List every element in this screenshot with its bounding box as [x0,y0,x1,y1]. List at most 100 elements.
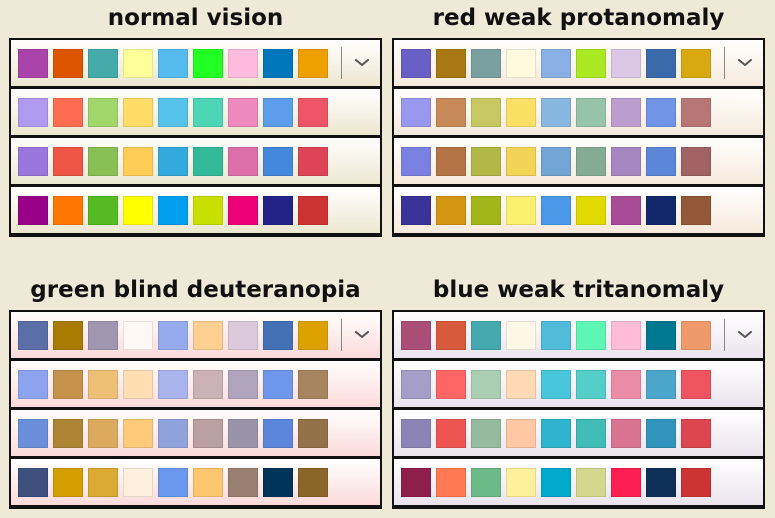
color-swatch[interactable] [681,98,711,127]
color-swatch[interactable] [158,147,188,176]
color-swatch[interactable] [123,49,153,78]
color-swatch[interactable] [18,370,48,399]
color-swatch[interactable] [436,196,466,225]
color-swatch[interactable] [576,196,606,225]
color-swatch[interactable] [53,468,83,497]
color-swatch[interactable] [646,49,676,78]
color-swatch[interactable] [158,419,188,448]
color-swatch[interactable] [88,321,118,350]
color-swatch[interactable] [158,370,188,399]
color-swatch[interactable] [436,419,466,448]
palette-row-2[interactable] [394,138,763,184]
color-swatch[interactable] [401,196,431,225]
color-swatch[interactable] [263,147,293,176]
color-swatch[interactable] [228,147,258,176]
color-swatch[interactable] [471,196,501,225]
color-swatch[interactable] [611,98,641,127]
color-swatch[interactable] [193,468,223,497]
color-swatch[interactable] [263,370,293,399]
color-swatch[interactable] [193,147,223,176]
color-swatch[interactable] [228,321,258,350]
palette-row-1[interactable] [11,89,380,135]
color-swatch[interactable] [646,98,676,127]
color-swatch[interactable] [53,147,83,176]
color-swatch[interactable] [611,147,641,176]
color-swatch[interactable] [401,419,431,448]
color-swatch[interactable] [681,419,711,448]
color-swatch[interactable] [646,196,676,225]
color-swatch[interactable] [298,49,328,78]
color-swatch[interactable] [298,98,328,127]
color-swatch[interactable] [193,321,223,350]
color-swatch[interactable] [123,468,153,497]
color-swatch[interactable] [646,468,676,497]
color-swatch[interactable] [436,468,466,497]
color-swatch[interactable] [541,49,571,78]
color-swatch[interactable] [401,321,431,350]
color-swatch[interactable] [53,419,83,448]
color-swatch[interactable] [541,321,571,350]
color-swatch[interactable] [681,321,711,350]
color-swatch[interactable] [401,49,431,78]
color-swatch[interactable] [228,196,258,225]
palette-row-2[interactable] [394,410,763,456]
color-swatch[interactable] [228,370,258,399]
color-swatch[interactable] [576,321,606,350]
color-swatch[interactable] [506,370,536,399]
color-swatch[interactable] [263,49,293,78]
color-swatch[interactable] [436,370,466,399]
color-swatch[interactable] [681,468,711,497]
color-swatch[interactable] [123,196,153,225]
color-swatch[interactable] [646,370,676,399]
color-swatch[interactable] [18,419,48,448]
color-swatch[interactable] [646,419,676,448]
color-swatch[interactable] [228,98,258,127]
color-swatch[interactable] [611,419,641,448]
color-swatch[interactable] [611,49,641,78]
color-swatch[interactable] [88,468,118,497]
color-swatch[interactable] [263,321,293,350]
color-swatch[interactable] [471,370,501,399]
color-swatch[interactable] [471,468,501,497]
palette-row-1[interactable] [11,361,380,407]
palette-row-2[interactable] [11,410,380,456]
color-swatch[interactable] [576,468,606,497]
color-swatch[interactable] [88,370,118,399]
palette-dropdown-button[interactable] [730,45,760,81]
color-swatch[interactable] [401,468,431,497]
color-swatch[interactable] [576,370,606,399]
palette-row-3[interactable] [11,187,380,233]
color-swatch[interactable] [681,370,711,399]
palette-row-2[interactable] [11,138,380,184]
color-swatch[interactable] [681,147,711,176]
palette-dropdown-button[interactable] [730,317,760,353]
color-swatch[interactable] [88,98,118,127]
color-swatch[interactable] [263,98,293,127]
color-swatch[interactable] [53,321,83,350]
palette-dropdown-button[interactable] [347,317,377,353]
color-swatch[interactable] [506,147,536,176]
color-swatch[interactable] [576,98,606,127]
color-swatch[interactable] [506,49,536,78]
color-swatch[interactable] [401,370,431,399]
color-swatch[interactable] [158,321,188,350]
color-swatch[interactable] [88,196,118,225]
color-swatch[interactable] [541,468,571,497]
color-swatch[interactable] [436,49,466,78]
color-swatch[interactable] [18,147,48,176]
color-swatch[interactable] [18,196,48,225]
color-swatch[interactable] [193,196,223,225]
color-swatch[interactable] [228,468,258,497]
color-swatch[interactable] [506,468,536,497]
color-swatch[interactable] [611,468,641,497]
color-swatch[interactable] [436,321,466,350]
color-swatch[interactable] [298,147,328,176]
color-swatch[interactable] [506,321,536,350]
color-swatch[interactable] [18,49,48,78]
color-swatch[interactable] [228,419,258,448]
color-swatch[interactable] [541,419,571,448]
palette-row-1[interactable] [394,361,763,407]
color-swatch[interactable] [158,98,188,127]
color-swatch[interactable] [18,321,48,350]
color-swatch[interactable] [18,468,48,497]
